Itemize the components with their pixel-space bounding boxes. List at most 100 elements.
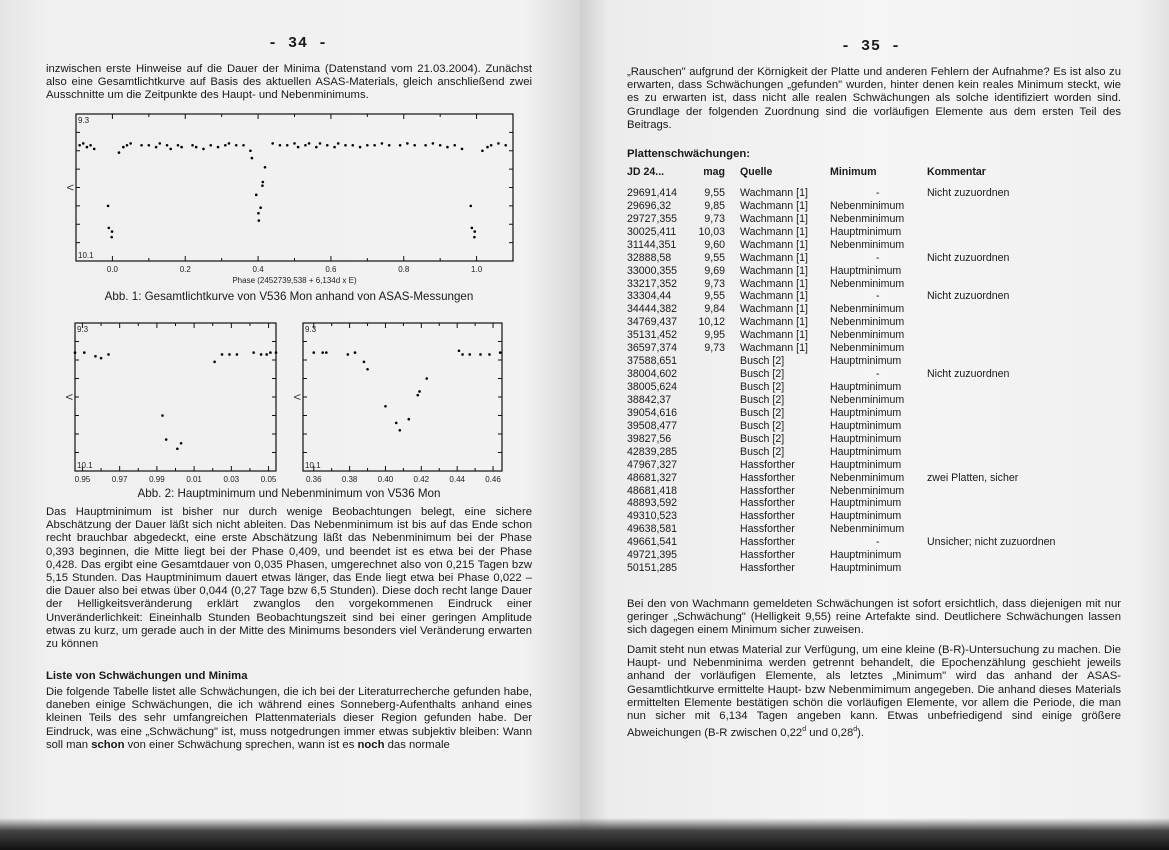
x-tick-label: 0.36 — [306, 475, 322, 484]
cell-source: Busch [2] — [740, 393, 785, 406]
cell-source: Hassforther — [740, 471, 795, 484]
data-point — [285, 143, 289, 147]
data-point — [194, 145, 198, 149]
cell-jd: 37588,651 — [627, 355, 678, 368]
data-point — [407, 417, 411, 421]
header-jd: JD 24... — [627, 166, 665, 178]
x-tick-label: 0.2 — [180, 265, 192, 274]
data-point — [293, 142, 296, 145]
data-point — [99, 356, 103, 360]
cell-mag: 9,69 — [704, 264, 725, 277]
cell-minimum: Nebenminimum — [830, 199, 905, 212]
cell-source: Wachmann [1] — [740, 290, 808, 303]
data-point — [431, 142, 435, 145]
data-point — [387, 143, 391, 147]
data-point — [406, 142, 409, 145]
data-point — [425, 377, 429, 380]
cell-minimum: Nebenminimum — [830, 238, 905, 251]
data-point — [358, 145, 362, 149]
x-tick-label: 0.42 — [414, 475, 430, 484]
data-point — [254, 193, 258, 197]
data-point — [107, 226, 111, 230]
data-point — [453, 143, 457, 147]
data-point — [380, 142, 384, 145]
cell-jd: 47967,327 — [627, 458, 678, 471]
cell-source: Wachmann [1] — [740, 238, 808, 251]
cell-comment: Nicht zuzuordnen — [927, 251, 1010, 264]
data-point — [249, 149, 252, 153]
data-point — [479, 353, 482, 356]
x-tick-label: 0.46 — [485, 475, 501, 484]
cell-jd: 49310,523 — [627, 510, 678, 523]
cell-source: Wachmann [1] — [740, 342, 808, 355]
data-point — [107, 353, 110, 356]
cell-jd: 39054,616 — [627, 406, 678, 419]
cell-minimum: Hauptminimum — [830, 381, 902, 393]
cell-jd: 33217,352 — [627, 277, 678, 290]
figure-1-lightcurve: 0.0 0.2 0.4 0.6 0.8 1.0 9.3 10.1 V Phase (2452739… — [65, 113, 514, 285]
data-point — [259, 206, 262, 210]
cell-minimum: Hauptminimum — [830, 510, 902, 523]
data-point — [220, 353, 224, 356]
data-point — [261, 180, 265, 184]
cell-jd: 32888,58 — [627, 251, 672, 264]
data-point — [202, 147, 205, 151]
data-point — [438, 143, 442, 147]
right-page: - 35 - „Rauschen" aufgrund der Körnigkei… — [580, 0, 1169, 850]
data-point — [129, 142, 132, 145]
header-mag: mag — [703, 166, 725, 178]
data-point — [489, 143, 493, 147]
cell-source: Hassforther — [740, 536, 795, 549]
figure-2-primary-minimum: 0.95 0.97 0.99 0.01 0.03 0.05 9.3 10.1 V — [64, 322, 278, 484]
data-point — [346, 353, 350, 356]
cell-comment: Nicht zuzuordnen — [927, 368, 1010, 381]
cell-source: Wachmann [1] — [740, 251, 808, 264]
data-point — [209, 143, 213, 147]
data-point — [278, 143, 282, 147]
cell-minimum: Nebenminimum — [830, 316, 905, 329]
page-number: - 35 - — [841, 38, 902, 55]
data-point — [473, 235, 476, 239]
cell-jd: 38004,602 — [627, 368, 678, 381]
data-point — [481, 149, 484, 153]
x-tick-label: 1.0 — [471, 265, 483, 274]
text: und 0,28 — [806, 726, 854, 739]
data-point — [469, 204, 473, 208]
x-tick-label: 0.05 — [261, 475, 277, 484]
x-tick-label: 0.95 — [75, 475, 91, 484]
x-tick-label: 0.38 — [342, 475, 358, 484]
cell-jd: 49721,395 — [627, 549, 678, 562]
cell-minimum: Hauptminimum — [830, 419, 902, 432]
data-point — [234, 143, 238, 147]
plot-frame — [302, 322, 503, 472]
data-point — [416, 393, 420, 397]
data-point — [398, 143, 402, 147]
cell-minimum: Hauptminimum — [830, 497, 902, 510]
data-point — [263, 165, 267, 169]
data-point — [460, 147, 464, 151]
cell-source: Wachmann [1] — [740, 316, 808, 329]
text: ). — [857, 726, 865, 739]
data-point — [498, 351, 502, 354]
cell-minimum: - — [876, 290, 880, 303]
cell-minimum: Hauptminimum — [830, 406, 902, 419]
data-point — [110, 230, 114, 233]
data-point — [457, 349, 461, 353]
data-point — [336, 142, 340, 145]
data-point — [269, 351, 272, 354]
cell-jd: 35131,452 — [627, 329, 678, 342]
data-point — [384, 404, 387, 408]
superscript: d — [853, 726, 858, 734]
data-point — [486, 145, 489, 149]
text: Die folgende Tabelle listet alle Schwäch… — [46, 686, 532, 751]
data-point — [362, 360, 366, 364]
data-point — [413, 143, 416, 147]
cell-jd: 38005,624 — [627, 381, 678, 393]
y-axis-label: V — [64, 394, 74, 400]
cell-source: Hassforther — [740, 549, 795, 562]
table-intro-paragraph: Die folgende Tabelle listet alle Schwäch… — [46, 686, 532, 752]
cell-jd: 50151,285 — [627, 562, 678, 575]
scan-edge-shadow — [0, 818, 1169, 850]
data-point — [318, 142, 322, 145]
data-point — [271, 142, 274, 145]
